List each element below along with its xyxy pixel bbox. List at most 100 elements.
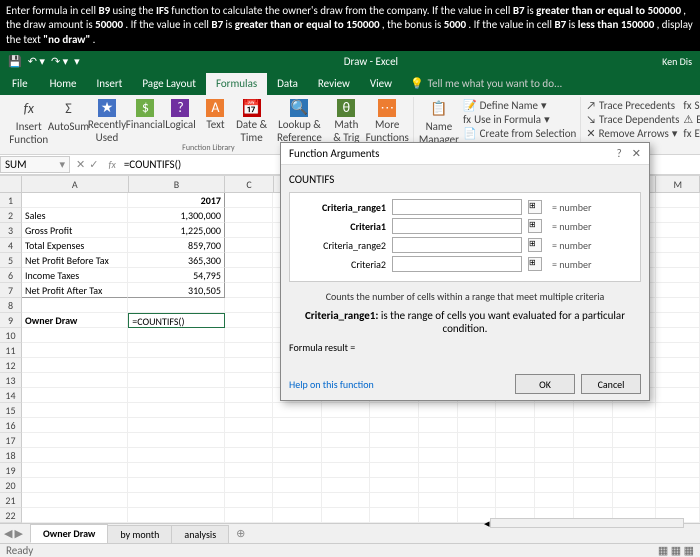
cell[interactable] — [458, 493, 497, 508]
cell[interactable] — [22, 478, 128, 493]
cell[interactable] — [574, 493, 613, 508]
cell[interactable] — [535, 493, 574, 508]
enter-formula-icon[interactable]: ✓ — [89, 158, 98, 171]
cell[interactable] — [496, 418, 535, 433]
add-sheet-button[interactable]: ⊕ — [228, 525, 253, 542]
range-selector-icon[interactable]: ⊞ — [528, 200, 542, 214]
row-header[interactable]: 4 — [0, 238, 22, 253]
tell-me[interactable]: 💡Tell me what you want to do... — [410, 77, 562, 90]
cell[interactable] — [225, 388, 273, 403]
range-selector-icon[interactable]: ⊞ — [528, 219, 542, 233]
cell[interactable] — [613, 403, 657, 418]
cell[interactable] — [656, 223, 700, 238]
row-header[interactable]: 22 — [0, 508, 22, 523]
cell[interactable] — [128, 508, 225, 523]
cell[interactable] — [225, 208, 273, 223]
dialog-close-icon[interactable]: ✕ — [632, 147, 641, 160]
row-header[interactable]: 16 — [0, 418, 22, 433]
cell[interactable] — [656, 358, 700, 373]
cell[interactable] — [322, 493, 370, 508]
cell[interactable] — [225, 403, 273, 418]
cell[interactable] — [322, 418, 370, 433]
cell[interactable] — [225, 373, 273, 388]
column-header[interactable]: A — [22, 176, 129, 193]
cell[interactable] — [273, 493, 321, 508]
row-header[interactable]: 9 — [0, 313, 22, 328]
cell[interactable] — [496, 433, 535, 448]
dialog-title-bar[interactable]: Function Arguments ?✕ — [281, 143, 649, 165]
arg-input[interactable] — [392, 199, 522, 215]
cell[interactable] — [535, 433, 574, 448]
define-name-button[interactable]: 📝 Define Name ▾ — [463, 99, 576, 112]
cell[interactable] — [656, 388, 700, 403]
evaluate-formula-button[interactable]: fx Evalute Formula — [683, 127, 700, 140]
cell[interactable] — [419, 463, 458, 478]
cell[interactable] — [613, 433, 657, 448]
cell[interactable] — [128, 403, 225, 418]
row-header[interactable]: 10 — [0, 328, 22, 343]
cell[interactable]: 54,795 — [128, 268, 225, 283]
cell[interactable] — [225, 193, 273, 208]
row-header[interactable]: 13 — [0, 373, 22, 388]
cell[interactable] — [370, 508, 418, 523]
cell[interactable] — [225, 478, 273, 493]
row-header[interactable]: 19 — [0, 463, 22, 478]
cell[interactable] — [496, 448, 535, 463]
cell[interactable] — [370, 433, 418, 448]
cell[interactable] — [656, 373, 700, 388]
cell[interactable] — [128, 478, 225, 493]
cell[interactable] — [419, 508, 458, 523]
cell[interactable] — [370, 418, 418, 433]
tab-review[interactable]: Review — [308, 73, 360, 95]
sheet-tab-owner-draw[interactable]: Owner Draw — [30, 524, 108, 543]
cell[interactable] — [458, 463, 497, 478]
dialog-help-icon[interactable]: ? — [617, 147, 622, 160]
cell[interactable] — [22, 448, 128, 463]
cell[interactable]: 1,225,000 — [128, 223, 225, 238]
row-header[interactable]: 20 — [0, 478, 22, 493]
tab-home[interactable]: Home — [40, 73, 87, 95]
cell[interactable] — [656, 253, 700, 268]
cell[interactable] — [322, 403, 370, 418]
cell[interactable] — [656, 298, 700, 313]
row-header[interactable]: 11 — [0, 343, 22, 358]
cell[interactable] — [273, 418, 321, 433]
arg-input[interactable] — [392, 237, 522, 253]
cell[interactable] — [370, 403, 418, 418]
save-icon[interactable]: 💾 — [8, 55, 22, 68]
math-button[interactable]: θMath & Trig — [330, 99, 362, 146]
cell[interactable] — [22, 418, 128, 433]
cell[interactable] — [656, 433, 700, 448]
arg-input[interactable] — [392, 218, 522, 234]
cell[interactable] — [656, 403, 700, 418]
cell[interactable] — [458, 433, 497, 448]
cell[interactable] — [574, 403, 613, 418]
cancel-formula-icon[interactable]: ✕ — [76, 158, 85, 171]
cell[interactable] — [128, 418, 225, 433]
error-checking-button[interactable]: ⚠ Error Checking ▾ — [683, 113, 700, 126]
cell[interactable] — [322, 433, 370, 448]
cell[interactable] — [128, 373, 225, 388]
cell[interactable] — [225, 358, 273, 373]
cell[interactable] — [22, 328, 128, 343]
column-header[interactable]: M — [656, 176, 700, 193]
cell[interactable] — [22, 373, 128, 388]
row-header[interactable]: 15 — [0, 403, 22, 418]
cell[interactable] — [322, 448, 370, 463]
cell[interactable] — [225, 343, 273, 358]
cell[interactable] — [574, 478, 613, 493]
view-controls[interactable]: ▦ ▦ ▦ — [658, 544, 694, 557]
cell[interactable] — [322, 463, 370, 478]
cell[interactable] — [419, 448, 458, 463]
cell[interactable] — [128, 358, 225, 373]
sheet-tab-by-month[interactable]: by month — [107, 525, 172, 543]
cell[interactable] — [656, 478, 700, 493]
row-header[interactable]: 21 — [0, 493, 22, 508]
cancel-button[interactable]: Cancel — [581, 374, 641, 394]
cell[interactable] — [225, 463, 273, 478]
cell[interactable]: 859,700 — [128, 238, 225, 253]
cell[interactable] — [613, 493, 657, 508]
cell[interactable] — [419, 433, 458, 448]
cell[interactable] — [574, 463, 613, 478]
cell[interactable]: 365,300 — [128, 253, 225, 268]
